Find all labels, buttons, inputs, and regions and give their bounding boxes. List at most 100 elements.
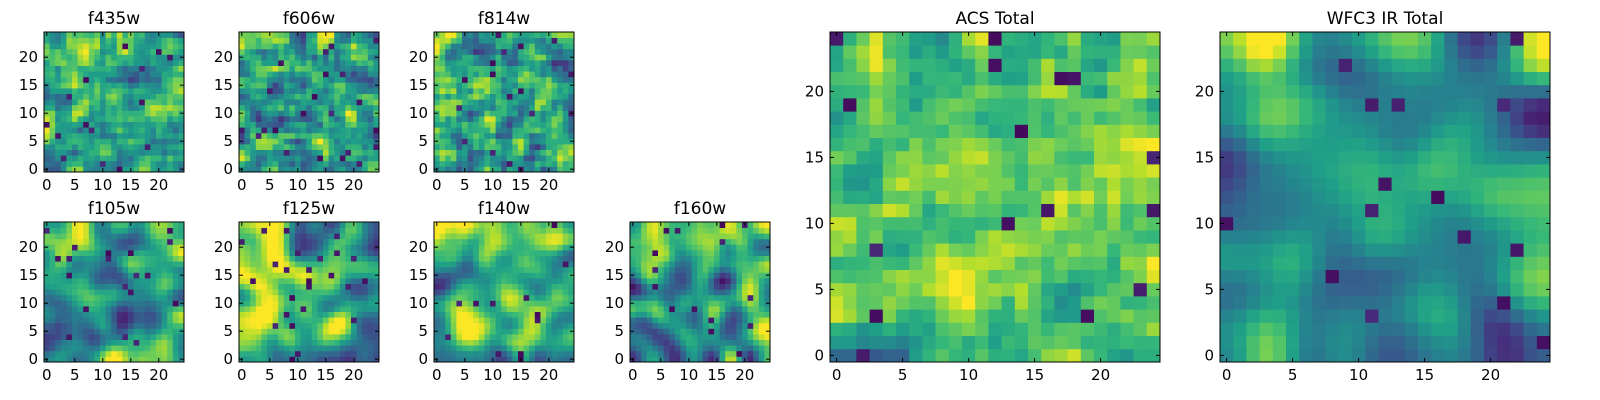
heatmap-cell: [551, 71, 558, 78]
heatmap-cell: [345, 294, 352, 301]
heatmap-cell: [272, 328, 279, 335]
heatmap-cell: [339, 227, 346, 234]
heatmap-cell: [311, 278, 318, 284]
heatmap-cell: [1146, 348, 1161, 363]
heatmap-cell: [161, 261, 168, 268]
heatmap-cell: [356, 250, 363, 256]
heatmap-cell: [88, 356, 95, 363]
heatmap-cell: [278, 99, 285, 106]
heatmap-cell: [843, 269, 857, 284]
heatmap-cell: [367, 132, 374, 139]
heatmap-cell: [557, 356, 564, 363]
heatmap-cell: [60, 82, 67, 89]
heatmap-cell: [139, 138, 146, 145]
heatmap-cell: [856, 322, 870, 336]
heatmap-cell: [691, 233, 698, 240]
heatmap-cell: [462, 250, 468, 256]
heatmap-cell: [557, 306, 564, 312]
heatmap-cell: [568, 32, 575, 38]
heatmap-cell: [708, 350, 715, 357]
heatmap-cell: [658, 300, 664, 307]
heatmap-cell: [501, 127, 508, 134]
heatmap-cell: [167, 144, 174, 150]
heatmap-cell: [663, 317, 670, 324]
heatmap-cell: [83, 144, 90, 150]
heatmap-cell: [1146, 243, 1161, 257]
heatmap-cell: [94, 144, 101, 150]
heatmap-cell: [680, 328, 687, 335]
heatmap-cell: [484, 127, 491, 134]
heatmap-cell: [478, 356, 485, 363]
heatmap-cell: [111, 144, 118, 150]
heatmap-cell: [512, 289, 519, 296]
heatmap-cell: [742, 294, 748, 301]
heatmap-cell: [44, 238, 50, 245]
heatmap-cell: [736, 233, 743, 240]
y-tick-label: 5: [614, 322, 624, 340]
heatmap-cell: [557, 132, 564, 139]
heatmap-cell: [1041, 243, 1055, 257]
heatmap-cell: [686, 255, 692, 262]
heatmap-cell: [83, 356, 90, 363]
heatmap-cell: [306, 88, 313, 94]
heatmap-cell: [708, 345, 715, 352]
heatmap-cell: [551, 261, 558, 268]
heatmap-cell: [674, 283, 681, 290]
heatmap-cell: [272, 272, 279, 279]
heatmap-cell: [239, 322, 245, 329]
heatmap-cell: [289, 244, 296, 251]
heatmap-cell: [512, 65, 519, 72]
heatmap-cell: [77, 138, 84, 145]
heatmap-cell: [652, 244, 659, 251]
heatmap-cell: [66, 244, 73, 251]
heatmap-cell: [546, 283, 552, 290]
heatmap-cell: [111, 104, 118, 111]
heatmap-cell: [529, 350, 536, 357]
heatmap-cell: [669, 294, 676, 301]
heatmap-cell: [523, 306, 530, 312]
heatmap-cell: [546, 127, 552, 134]
heatmap-cell: [557, 60, 564, 66]
heatmap-cell: [122, 93, 129, 100]
heatmap-cell: [697, 350, 704, 357]
heatmap-cell: [289, 227, 296, 234]
heatmap-cell: [1146, 203, 1161, 218]
heatmap-cell: [88, 104, 95, 111]
heatmap-cell: [317, 88, 324, 94]
heatmap-cell: [495, 328, 502, 335]
heatmap-cell: [133, 65, 140, 72]
heatmap-cell: [1107, 230, 1121, 244]
heatmap-cell: [167, 116, 174, 122]
heatmap-cell: [167, 356, 174, 363]
heatmap-cell: [856, 230, 870, 244]
heatmap-cell: [691, 278, 698, 284]
heatmap-cell: [77, 104, 84, 111]
heatmap-cell: [44, 350, 50, 357]
heatmap-cell: [708, 283, 715, 290]
heatmap-cell: [490, 244, 496, 251]
heatmap-cell: [1146, 322, 1161, 336]
heatmap-cell: [686, 345, 692, 352]
heatmap-cell: [523, 54, 530, 61]
heatmap-cell: [523, 244, 530, 251]
heatmap-cell: [44, 144, 50, 150]
heatmap-cell: [150, 306, 157, 312]
heatmap-cell: [546, 88, 552, 94]
heatmap-cell: [250, 76, 257, 83]
heatmap-cell: [128, 144, 134, 150]
heatmap-cell: [105, 48, 112, 55]
heatmap-cell: [367, 93, 374, 100]
heatmap-cell: [139, 278, 146, 284]
heatmap-cell: [434, 71, 440, 78]
heatmap-cell: [255, 93, 262, 100]
heatmap-cell: [334, 93, 341, 100]
heatmap-cell: [66, 127, 73, 134]
heatmap-cell: [540, 294, 547, 301]
heatmap-cell: [351, 339, 357, 346]
heatmap-cell: [77, 54, 84, 61]
heatmap-cell: [708, 322, 715, 329]
heatmap-cell: [456, 121, 463, 128]
heatmap-cell: [100, 345, 106, 352]
heatmap-cell: [122, 65, 129, 72]
heatmap-cell: [697, 306, 704, 312]
